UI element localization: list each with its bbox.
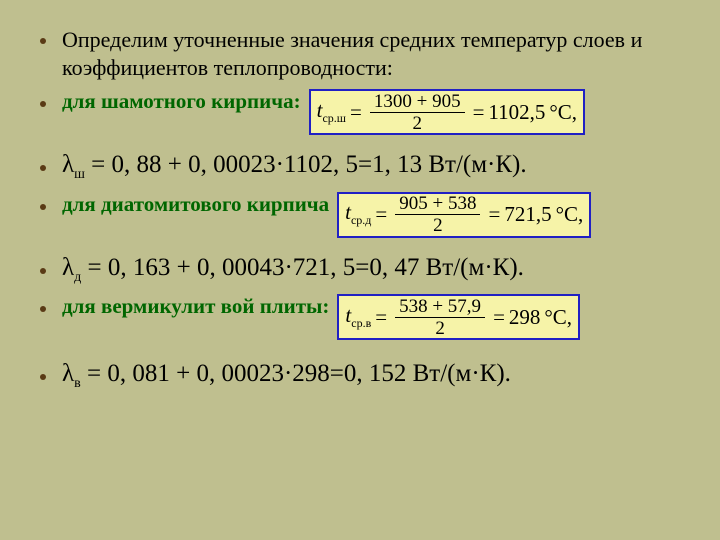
shamot-lambda-bullet: λш = 0, 88 + 0, 00023·1102, 5=1, 13 Вт/(… xyxy=(40,149,692,184)
diatom-row: для диатомитового кирпича tср.д = 905 + … xyxy=(40,192,692,238)
slide-content: Определим уточненные значения средних те… xyxy=(0,0,720,419)
intro-bullet: Определим уточненные значения средних те… xyxy=(40,26,692,81)
bullet-dot xyxy=(40,374,46,380)
numerator: 905 + 538 xyxy=(395,194,480,215)
numerator: 538 + 57,9 xyxy=(395,297,485,318)
denominator: 2 xyxy=(433,215,443,235)
denominator: 2 xyxy=(435,318,445,338)
unit: °С, xyxy=(556,202,584,227)
verm-row: для вермикулит вой плиты: tср.в = 538 + … xyxy=(40,294,692,340)
result: 298 xyxy=(509,305,541,330)
fraction: 905 + 538 2 xyxy=(395,194,480,235)
unit: °С, xyxy=(544,305,572,330)
bullet-dot xyxy=(40,101,46,107)
result: 1102,5 xyxy=(488,100,545,125)
bullet-dot xyxy=(40,165,46,171)
verm-lambda-bullet: λв = 0, 081 + 0, 00023·298=0, 152 Вт/(м·… xyxy=(40,358,692,393)
bullet-dot xyxy=(40,306,46,312)
bullet-dot xyxy=(40,268,46,274)
t-sub: ср.в xyxy=(351,316,371,330)
lambda-expr: = 0, 88 + 0, 00023·1102, 5=1, 13 Вт/(м·К… xyxy=(85,151,527,178)
lambda-sub: в xyxy=(74,376,81,391)
denominator: 2 xyxy=(412,113,422,133)
diatom-label: для диатомитового кирпича xyxy=(62,192,329,217)
unit: °С, xyxy=(549,100,577,125)
t-sub: ср.д xyxy=(351,214,371,228)
t-sub: ср.ш xyxy=(322,111,346,125)
diatom-lambda-bullet: λд = 0, 163 + 0, 00043·721, 5=0, 47 Вт/(… xyxy=(40,252,692,287)
shamot-label: для шамотного кирпича: xyxy=(62,89,301,114)
bullet-dot xyxy=(40,38,46,44)
diatom-lambda: λд = 0, 163 + 0, 00043·721, 5=0, 47 Вт/(… xyxy=(62,252,524,287)
lambda-expr: = 0, 163 + 0, 00043·721, 5=0, 47 Вт/(м·К… xyxy=(81,254,524,281)
verm-label: для вермикулит вой плиты: xyxy=(62,294,329,319)
shamot-formula: tср.ш = 1300 + 905 2 = 1102,5 °С, xyxy=(309,89,585,135)
lambda-sub: ш xyxy=(74,167,85,182)
result: 721,5 xyxy=(504,202,551,227)
diatom-formula: tср.д = 905 + 538 2 = 721,5 °С, xyxy=(337,192,591,238)
numerator: 1300 + 905 xyxy=(370,92,465,113)
shamot-lambda: λш = 0, 88 + 0, 00023·1102, 5=1, 13 Вт/(… xyxy=(62,149,527,184)
lambda-expr: = 0, 081 + 0, 00023·298=0, 152 Вт/(м·К). xyxy=(81,360,511,387)
verm-formula: tср.в = 538 + 57,9 2 = 298 °С, xyxy=(337,294,580,340)
intro-text: Определим уточненные значения средних те… xyxy=(62,26,692,81)
verm-lambda: λв = 0, 081 + 0, 00023·298=0, 152 Вт/(м·… xyxy=(62,358,511,393)
fraction: 1300 + 905 2 xyxy=(370,92,465,133)
bullet-dot xyxy=(40,204,46,210)
shamot-row: для шамотного кирпича: tср.ш = 1300 + 90… xyxy=(40,89,692,135)
fraction: 538 + 57,9 2 xyxy=(395,297,485,338)
